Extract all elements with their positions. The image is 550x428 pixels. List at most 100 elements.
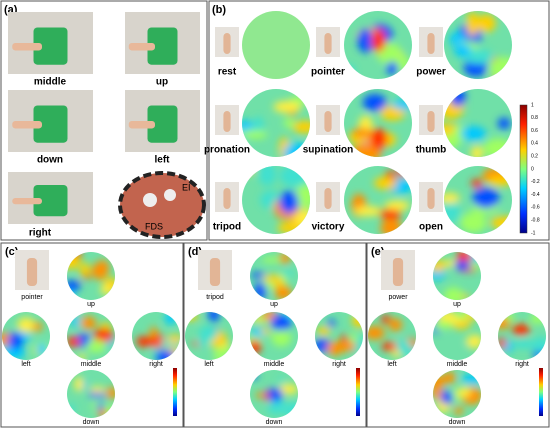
blob — [292, 209, 310, 228]
heatmap — [2, 312, 50, 360]
gesture-label: victory — [312, 222, 345, 233]
blob — [454, 406, 464, 416]
blob — [79, 262, 90, 277]
photo-arm — [128, 121, 155, 129]
blob — [67, 254, 80, 270]
heatmap — [444, 89, 512, 157]
blob — [371, 28, 386, 52]
blob — [96, 402, 104, 411]
blob — [483, 138, 512, 157]
blob — [185, 313, 199, 321]
blob — [99, 322, 112, 330]
photo-caption: down — [37, 155, 63, 166]
position-label: middle — [81, 361, 102, 368]
colorbar-tick: -0.6 — [531, 205, 540, 211]
blob — [512, 323, 530, 336]
blob — [149, 326, 158, 340]
blob — [86, 339, 107, 353]
photo-arm — [128, 43, 155, 51]
heatmap — [250, 252, 298, 300]
photo-person — [33, 105, 68, 143]
blob — [490, 216, 512, 230]
blob — [278, 383, 298, 395]
heatmap — [444, 11, 512, 79]
blob — [282, 269, 293, 277]
hand — [392, 258, 404, 286]
blob — [214, 346, 225, 360]
blob — [67, 336, 80, 348]
muscle-label: EI — [182, 182, 191, 192]
blob — [489, 56, 512, 79]
hand — [223, 188, 231, 209]
blob — [93, 328, 114, 343]
hand — [427, 188, 435, 209]
heatmap — [498, 312, 546, 360]
hand — [26, 258, 38, 286]
blob — [106, 386, 115, 400]
blob — [470, 145, 483, 157]
heatmap-blobs — [433, 312, 481, 349]
blob — [460, 126, 487, 142]
heatmap — [242, 11, 310, 79]
position-label: right — [332, 361, 346, 368]
blob — [74, 376, 84, 392]
position-label: middle — [447, 361, 468, 368]
blob — [352, 314, 363, 328]
gesture-label: tripod — [213, 222, 241, 233]
blob — [379, 209, 402, 220]
photo-caption: up — [156, 77, 168, 88]
blob — [279, 166, 309, 187]
blob — [270, 314, 292, 331]
photo-caption: left — [155, 155, 171, 166]
blob — [275, 285, 292, 300]
heatmap — [242, 166, 310, 234]
blob — [454, 43, 472, 58]
blob — [260, 328, 271, 335]
heatmap-blobs — [444, 89, 512, 157]
gesture-label: thumb — [416, 145, 447, 156]
heatmap — [315, 312, 363, 360]
blob — [327, 319, 336, 327]
bone — [164, 189, 176, 201]
blob — [389, 318, 403, 332]
colorbar-tick: 0 — [531, 166, 534, 172]
blob — [369, 128, 388, 150]
blob — [380, 315, 391, 324]
panel-a-frame — [0, 0, 208, 241]
blob — [443, 287, 463, 300]
hand — [324, 33, 332, 54]
heatmap — [344, 11, 412, 79]
heatmap — [132, 312, 180, 360]
heatmap — [67, 252, 115, 300]
blob — [36, 343, 47, 356]
blob — [532, 337, 546, 353]
blob — [466, 11, 479, 37]
blob — [378, 41, 401, 66]
blob — [502, 313, 516, 321]
position-label: up — [87, 301, 95, 308]
panel-c-frame — [0, 242, 184, 428]
position-label: down — [266, 419, 283, 426]
muscle-label: FDS — [145, 221, 163, 231]
heatmap-blobs — [67, 315, 114, 360]
blob — [354, 206, 383, 217]
blob — [67, 404, 76, 414]
heatmap — [433, 252, 481, 300]
blob — [380, 218, 402, 234]
photo-caption: right — [29, 228, 52, 239]
heatmap — [433, 312, 481, 360]
colorbar-tick: -0.2 — [531, 179, 540, 185]
blob — [351, 143, 382, 157]
blob — [250, 272, 266, 279]
blob — [461, 373, 481, 385]
blob — [67, 290, 75, 300]
blob — [277, 377, 286, 385]
blob — [384, 200, 410, 211]
blob — [497, 117, 511, 130]
colorbar-tick: 0.6 — [531, 128, 538, 134]
blob — [208, 312, 220, 323]
position-label: right — [149, 361, 163, 368]
colorbar-tick: 1 — [531, 102, 534, 108]
blob — [386, 61, 398, 75]
colorbar — [356, 368, 360, 416]
